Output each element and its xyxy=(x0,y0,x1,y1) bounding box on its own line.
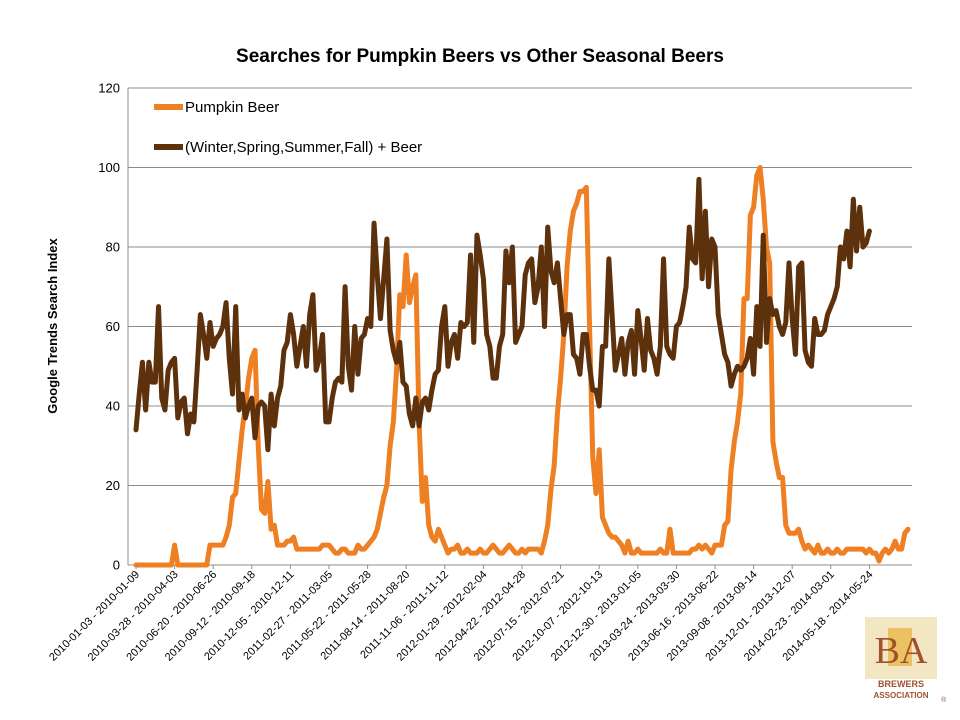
chart-title: Searches for Pumpkin Beers vs Other Seas… xyxy=(236,46,724,67)
legend-label-seasonal-beer: (Winter,Spring,Summer,Fall) + Beer xyxy=(185,139,422,156)
logo-line2: ASSOCIATION xyxy=(874,691,929,700)
y-tick-label: 100 xyxy=(98,160,120,175)
series-line-seasonal-beer xyxy=(133,176,872,453)
series-line-pumpkin-beer xyxy=(133,165,911,568)
logo-registered: ® xyxy=(941,696,947,704)
y-tick-label: 20 xyxy=(106,478,120,493)
y-tick-label: 120 xyxy=(98,81,120,96)
legend-label-pumpkin-beer: Pumpkin Beer xyxy=(185,99,279,116)
y-tick-label: 60 xyxy=(106,319,120,334)
y-tick-label: 0 xyxy=(113,558,120,573)
logo-line1: BREWERS xyxy=(878,679,924,689)
plot-area xyxy=(133,165,911,568)
logo-mark: BA xyxy=(875,630,928,672)
y-tick-label: 80 xyxy=(106,240,120,255)
logo-glass xyxy=(888,628,912,666)
y-axis-ticks: 0 20 40 60 80 100 120 xyxy=(98,81,120,573)
brewers-association-logo: BA BREWERS ASSOCIATION ® xyxy=(865,617,947,704)
x-axis xyxy=(127,88,912,569)
y-axis-label: Google Trends Search Index xyxy=(45,237,60,413)
legend: Pumpkin Beer (Winter,Spring,Summer,Fall)… xyxy=(154,99,422,156)
y-tick-label: 40 xyxy=(106,399,120,414)
